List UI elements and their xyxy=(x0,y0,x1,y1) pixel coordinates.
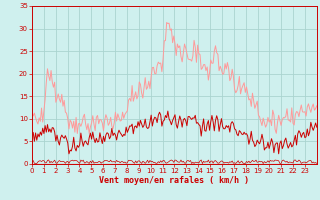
X-axis label: Vent moyen/en rafales ( km/h ): Vent moyen/en rafales ( km/h ) xyxy=(100,176,249,185)
